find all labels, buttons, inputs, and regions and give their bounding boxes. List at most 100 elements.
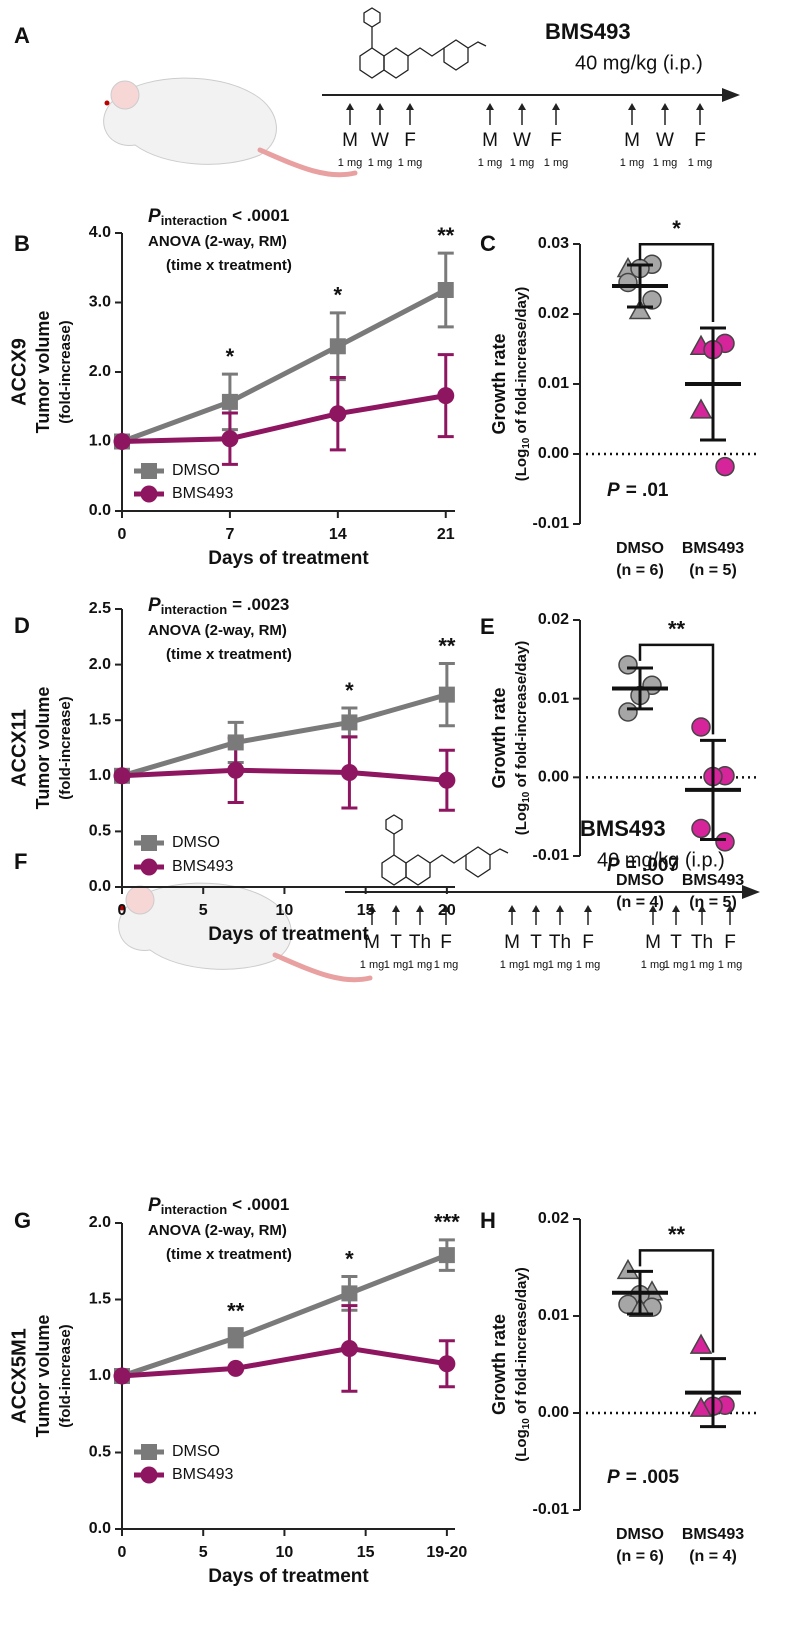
y-label-part: 10 — [521, 437, 532, 449]
y-tick-label: 1.5 — [89, 1291, 111, 1308]
y-axis-sublabel: (fold-increase) — [57, 696, 74, 799]
y-tick-label: -0.01 — [533, 1501, 570, 1518]
legend-label: DMSO — [172, 834, 220, 851]
p-subscript: interaction — [161, 1202, 228, 1217]
point — [616, 1258, 640, 1280]
dose-label: 1 mg — [398, 157, 422, 169]
y-label-part: of fold-increase/day) — [513, 641, 530, 792]
y-tick-label: 2.0 — [89, 1214, 111, 1231]
model-label: ACCX9 — [8, 338, 30, 406]
dose-arrowhead — [532, 905, 540, 912]
y-axis-sublabel: (fold-increase) — [57, 1324, 74, 1427]
significance: ** — [227, 1298, 245, 1323]
significance: ** — [437, 223, 455, 248]
y-tick-label: 0.00 — [538, 1404, 569, 1421]
marker — [341, 1285, 358, 1302]
stats-p: Pinteraction < .0001 — [148, 206, 289, 228]
stats-factors: (time x treatment) — [166, 257, 292, 274]
stats-p: Pinteraction = .0023 — [148, 595, 289, 617]
dose-label: 1 mg — [360, 959, 384, 971]
y-label-part: (Log — [513, 449, 530, 481]
dose-label: 1 mg — [653, 157, 677, 169]
model-label: ACCX5M1 — [8, 1328, 30, 1424]
day-label: M — [482, 130, 498, 151]
dose-arrowhead — [376, 103, 384, 110]
y-axis-sublabel: (Log10 of fold-increase/day) — [513, 287, 532, 481]
dose-arrowhead — [584, 905, 592, 912]
legend-label: BMS493 — [172, 485, 233, 502]
sd-bar — [627, 263, 653, 309]
significance: ** — [438, 633, 456, 658]
day-label: W — [513, 130, 531, 151]
dose-arrowhead — [442, 905, 450, 912]
dose-label: 1 mg — [338, 157, 362, 169]
stats-test: ANOVA (2-way, RM) — [148, 1222, 287, 1239]
day-label: F — [550, 130, 562, 151]
dose-label: 1 mg — [384, 959, 408, 971]
comparison-bracket — [638, 643, 715, 735]
panel-label: A — [14, 23, 30, 48]
series-line — [121, 1252, 448, 1379]
panel-label: D — [14, 613, 30, 638]
x-tick-label: 19-20 — [426, 1544, 467, 1561]
x-tick-label: 10 — [276, 1544, 294, 1561]
p-subscript: interaction — [161, 602, 228, 617]
x-tick-label: DMSO — [616, 872, 664, 889]
p-symbol: P — [148, 1195, 161, 1216]
dose-label: 1 mg — [576, 959, 600, 971]
p-text: < .0001 — [232, 206, 289, 225]
marker — [113, 1367, 131, 1385]
p-symbol: P — [607, 480, 620, 501]
dose-label: 1 mg — [368, 157, 392, 169]
point — [628, 298, 652, 320]
dose-label: 1 mg — [510, 157, 534, 169]
y-axis-label: Tumor volume — [33, 687, 53, 810]
comparison-bracket — [638, 243, 715, 322]
day-label: F — [724, 932, 736, 953]
marker — [340, 763, 358, 781]
x-tick-label: 10 — [276, 902, 294, 919]
marker — [113, 767, 131, 785]
x-tick-label: DMSO — [616, 1526, 664, 1543]
sd-bar — [627, 666, 653, 711]
y-tick-label: 1.0 — [89, 1367, 111, 1384]
p-value: P = .01 — [607, 480, 669, 501]
x-tick-label: 21 — [437, 526, 455, 543]
dose-label: 1 mg — [408, 959, 432, 971]
dose-label: 1 mg — [688, 157, 712, 169]
marker — [438, 771, 456, 789]
y-label-part: of fold-increase/day) — [513, 1267, 530, 1418]
dose-arrowhead — [406, 103, 414, 110]
marker — [221, 430, 239, 448]
significance: * — [345, 1246, 354, 1271]
dose-arrowhead — [649, 905, 657, 912]
dose-label: 1 mg — [690, 959, 714, 971]
y-tick-label: 1.0 — [89, 433, 111, 450]
dose-arrowhead — [416, 905, 424, 912]
marker — [227, 1359, 245, 1377]
y-tick-label: 0.0 — [89, 1520, 111, 1537]
comparison-label: ** — [668, 617, 686, 642]
x-axis-label: Days of treatment — [208, 924, 369, 945]
p-text: = .005 — [626, 1467, 680, 1488]
legend-marker — [140, 858, 158, 876]
y-tick-label: -0.01 — [533, 515, 570, 532]
dose-arrowhead — [672, 905, 680, 912]
chemical-structure — [381, 814, 509, 886]
day-label: Th — [549, 932, 571, 953]
y-axis-sublabel: (fold-increase) — [57, 320, 74, 423]
legend-marker — [140, 1466, 158, 1484]
x-tick-label: 14 — [329, 526, 347, 543]
point — [691, 818, 711, 839]
n-label: (n = 6) — [616, 1548, 664, 1565]
y-label-part: 10 — [521, 791, 532, 803]
sd-bar — [627, 1269, 653, 1316]
y-axis-label: Tumor volume — [33, 1315, 53, 1438]
y-tick-label: 2.0 — [89, 656, 111, 673]
dose-label: 1 mg — [524, 959, 548, 971]
model-label: ACCX11 — [8, 709, 30, 787]
legend-marker — [140, 485, 158, 503]
marker — [329, 338, 346, 355]
dose-label: 1 mg — [434, 959, 458, 971]
dose-arrowhead — [486, 103, 494, 110]
